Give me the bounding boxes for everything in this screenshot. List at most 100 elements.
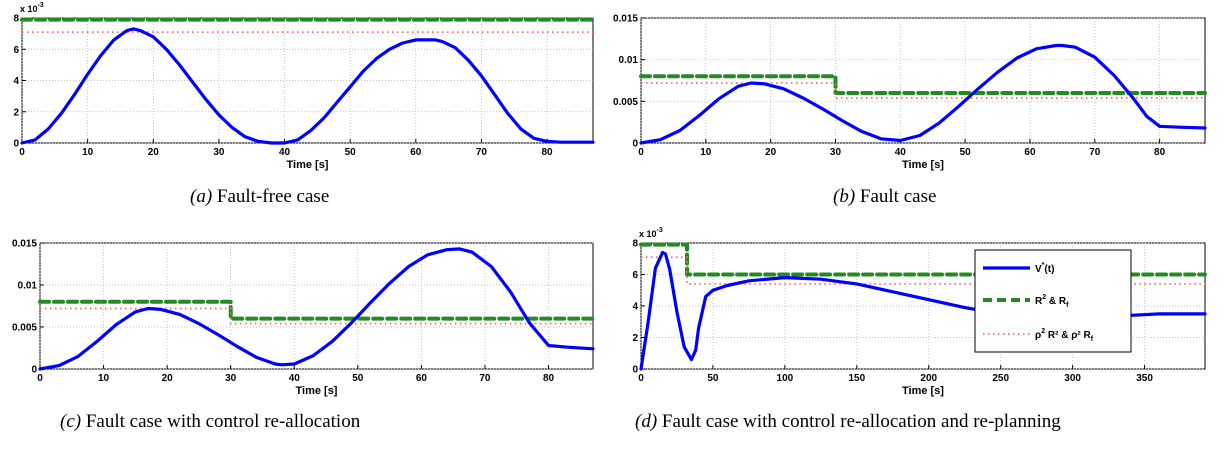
x-tick-label: 150 bbox=[848, 373, 865, 384]
x-tick-label: 60 bbox=[1024, 147, 1036, 158]
y-tick-label: 0 bbox=[13, 139, 19, 150]
y-tick-label: 0 bbox=[632, 139, 638, 150]
x-tick-label: 0 bbox=[638, 147, 644, 158]
y-tick-label: 6 bbox=[13, 45, 19, 56]
x-tick-label: 20 bbox=[162, 373, 174, 384]
x-tick-label: 40 bbox=[289, 373, 301, 384]
series-line-dashed bbox=[639, 242, 1207, 277]
x-tick-label: 10 bbox=[98, 373, 110, 384]
series-line-solid bbox=[20, 27, 595, 145]
legend-sub: f bbox=[1091, 336, 1094, 343]
legend-base: V bbox=[1035, 264, 1042, 275]
x-tick-label: 200 bbox=[920, 373, 937, 384]
legend-sup: 2 bbox=[1042, 294, 1046, 301]
x-tick-label: 50 bbox=[707, 373, 719, 384]
caption-c: (c) Fault case with control re-allocatio… bbox=[60, 410, 360, 434]
x-tick-label: 50 bbox=[352, 373, 364, 384]
x-tick-label: 50 bbox=[345, 147, 357, 158]
y-tick-label: 8 bbox=[632, 239, 638, 250]
x-tick-label: 60 bbox=[410, 147, 422, 158]
x-tick-label: 350 bbox=[1136, 373, 1153, 384]
x-axis-label: Time [s] bbox=[296, 385, 338, 397]
plot-frame bbox=[640, 17, 1206, 144]
chart-panel-3: 0 50 100 150 200 250 300 350 0 2 4 6 8 Time [s] x 10-3… bbox=[632, 227, 1207, 397]
legend-label: ρ2 R² & ρ² Rf bbox=[1035, 328, 1094, 343]
chart-panel-0: 0 10 20 30 40 50 60 70 80 0 2 4 6 8 Time [s] x 10-3 bbox=[13, 2, 595, 171]
y-tick-label: 2 bbox=[632, 333, 638, 344]
x-tick-label: 0 bbox=[19, 147, 25, 158]
y-scale-base: x 10 bbox=[20, 4, 38, 14]
caption-a-tag: (a) bbox=[190, 186, 213, 207]
y-tick-label: 4 bbox=[632, 302, 638, 313]
caption-d-tag: (d) bbox=[635, 411, 658, 432]
legend-sup: * bbox=[1042, 262, 1045, 269]
legend-base: ρ bbox=[1035, 330, 1041, 341]
plot-frame bbox=[39, 242, 594, 370]
y-tick-label: 0.01 bbox=[18, 281, 38, 292]
x-tick-label: 100 bbox=[777, 373, 794, 384]
y-tick-label: 0 bbox=[31, 365, 37, 376]
x-tick-label: 30 bbox=[225, 373, 237, 384]
caption-c-tag: (c) bbox=[60, 411, 82, 432]
legend-base: R bbox=[1035, 296, 1043, 307]
x-axis-label: Time [s] bbox=[902, 159, 944, 171]
y-scale-exponent: -3 bbox=[657, 227, 663, 234]
y-tick-label: 6 bbox=[632, 270, 638, 281]
y-scale-label: x 10-3 bbox=[639, 227, 663, 239]
x-tick-label: 300 bbox=[1064, 373, 1081, 384]
series-line-solid bbox=[639, 43, 1207, 145]
x-tick-label: 80 bbox=[541, 147, 553, 158]
x-tick-label: 0 bbox=[638, 373, 644, 384]
y-tick-label: 4 bbox=[13, 76, 19, 87]
series-line-dashed bbox=[38, 299, 595, 321]
x-tick-label: 80 bbox=[543, 373, 555, 384]
x-axis-label: Time [s] bbox=[287, 159, 329, 171]
x-tick-label: 20 bbox=[148, 147, 160, 158]
x-axis-label: Time [s] bbox=[902, 385, 944, 397]
x-tick-label: 10 bbox=[700, 147, 712, 158]
x-tick-label: 20 bbox=[765, 147, 777, 158]
y-tick-label: 0.015 bbox=[613, 14, 638, 25]
caption-d-text: Fault case with control re-allocation an… bbox=[661, 411, 1061, 432]
y-tick-label: 2 bbox=[13, 107, 19, 118]
x-tick-label: 70 bbox=[476, 147, 488, 158]
x-tick-label: 10 bbox=[82, 147, 94, 158]
legend-label: R2 & Rf bbox=[1035, 294, 1069, 309]
chart-panel-2: 0 10 20 30 40 50 60 70 80 0 0.005 0.01 0.015 Time [s] bbox=[12, 239, 595, 397]
x-tick-label: 40 bbox=[279, 147, 291, 158]
x-tick-label: 50 bbox=[960, 147, 972, 158]
caption-a: (a) Fault-free case bbox=[190, 185, 329, 209]
y-tick-label: 8 bbox=[13, 14, 19, 25]
series-line-solid bbox=[38, 247, 595, 371]
legend-tail: & R bbox=[1046, 296, 1067, 307]
chart-panel-1: 0 10 20 30 40 50 60 70 80 0 0.005 0.01 0.015 Time [s] bbox=[613, 14, 1207, 171]
y-scale-exponent: -3 bbox=[38, 2, 44, 9]
legend-tail: (t) bbox=[1044, 264, 1054, 275]
y-tick-label: 0.015 bbox=[12, 239, 37, 250]
x-tick-label: 40 bbox=[895, 147, 907, 158]
x-tick-label: 30 bbox=[830, 147, 842, 158]
caption-c-text: Fault case with control re-allocation bbox=[85, 411, 361, 432]
caption-b-text: Fault case bbox=[859, 186, 937, 207]
legend-sub: f bbox=[1066, 302, 1069, 309]
y-tick-label: 0 bbox=[632, 365, 638, 376]
y-scale-base: x 10 bbox=[639, 229, 657, 239]
caption-b: (b) Fault case bbox=[833, 185, 936, 209]
y-scale-label: x 10-3 bbox=[20, 2, 44, 14]
x-tick-label: 30 bbox=[213, 147, 225, 158]
legend-label: V*(t) bbox=[1035, 262, 1054, 275]
legend-sup: 2 bbox=[1041, 328, 1045, 335]
caption-b-tag: (b) bbox=[833, 186, 856, 207]
caption-a-text: Fault-free case bbox=[216, 186, 330, 207]
x-tick-label: 0 bbox=[37, 373, 43, 384]
caption-d: (d) Fault case with control re-allocatio… bbox=[635, 410, 1210, 434]
x-tick-label: 80 bbox=[1154, 147, 1166, 158]
legend-tail: R² & ρ² R bbox=[1045, 330, 1091, 341]
y-tick-label: 0.005 bbox=[613, 97, 638, 108]
series-line-dotted bbox=[40, 307, 593, 325]
x-tick-label: 70 bbox=[479, 373, 491, 384]
y-tick-label: 0.005 bbox=[12, 323, 37, 334]
x-tick-label: 60 bbox=[416, 373, 428, 384]
y-tick-label: 0.01 bbox=[619, 55, 639, 66]
